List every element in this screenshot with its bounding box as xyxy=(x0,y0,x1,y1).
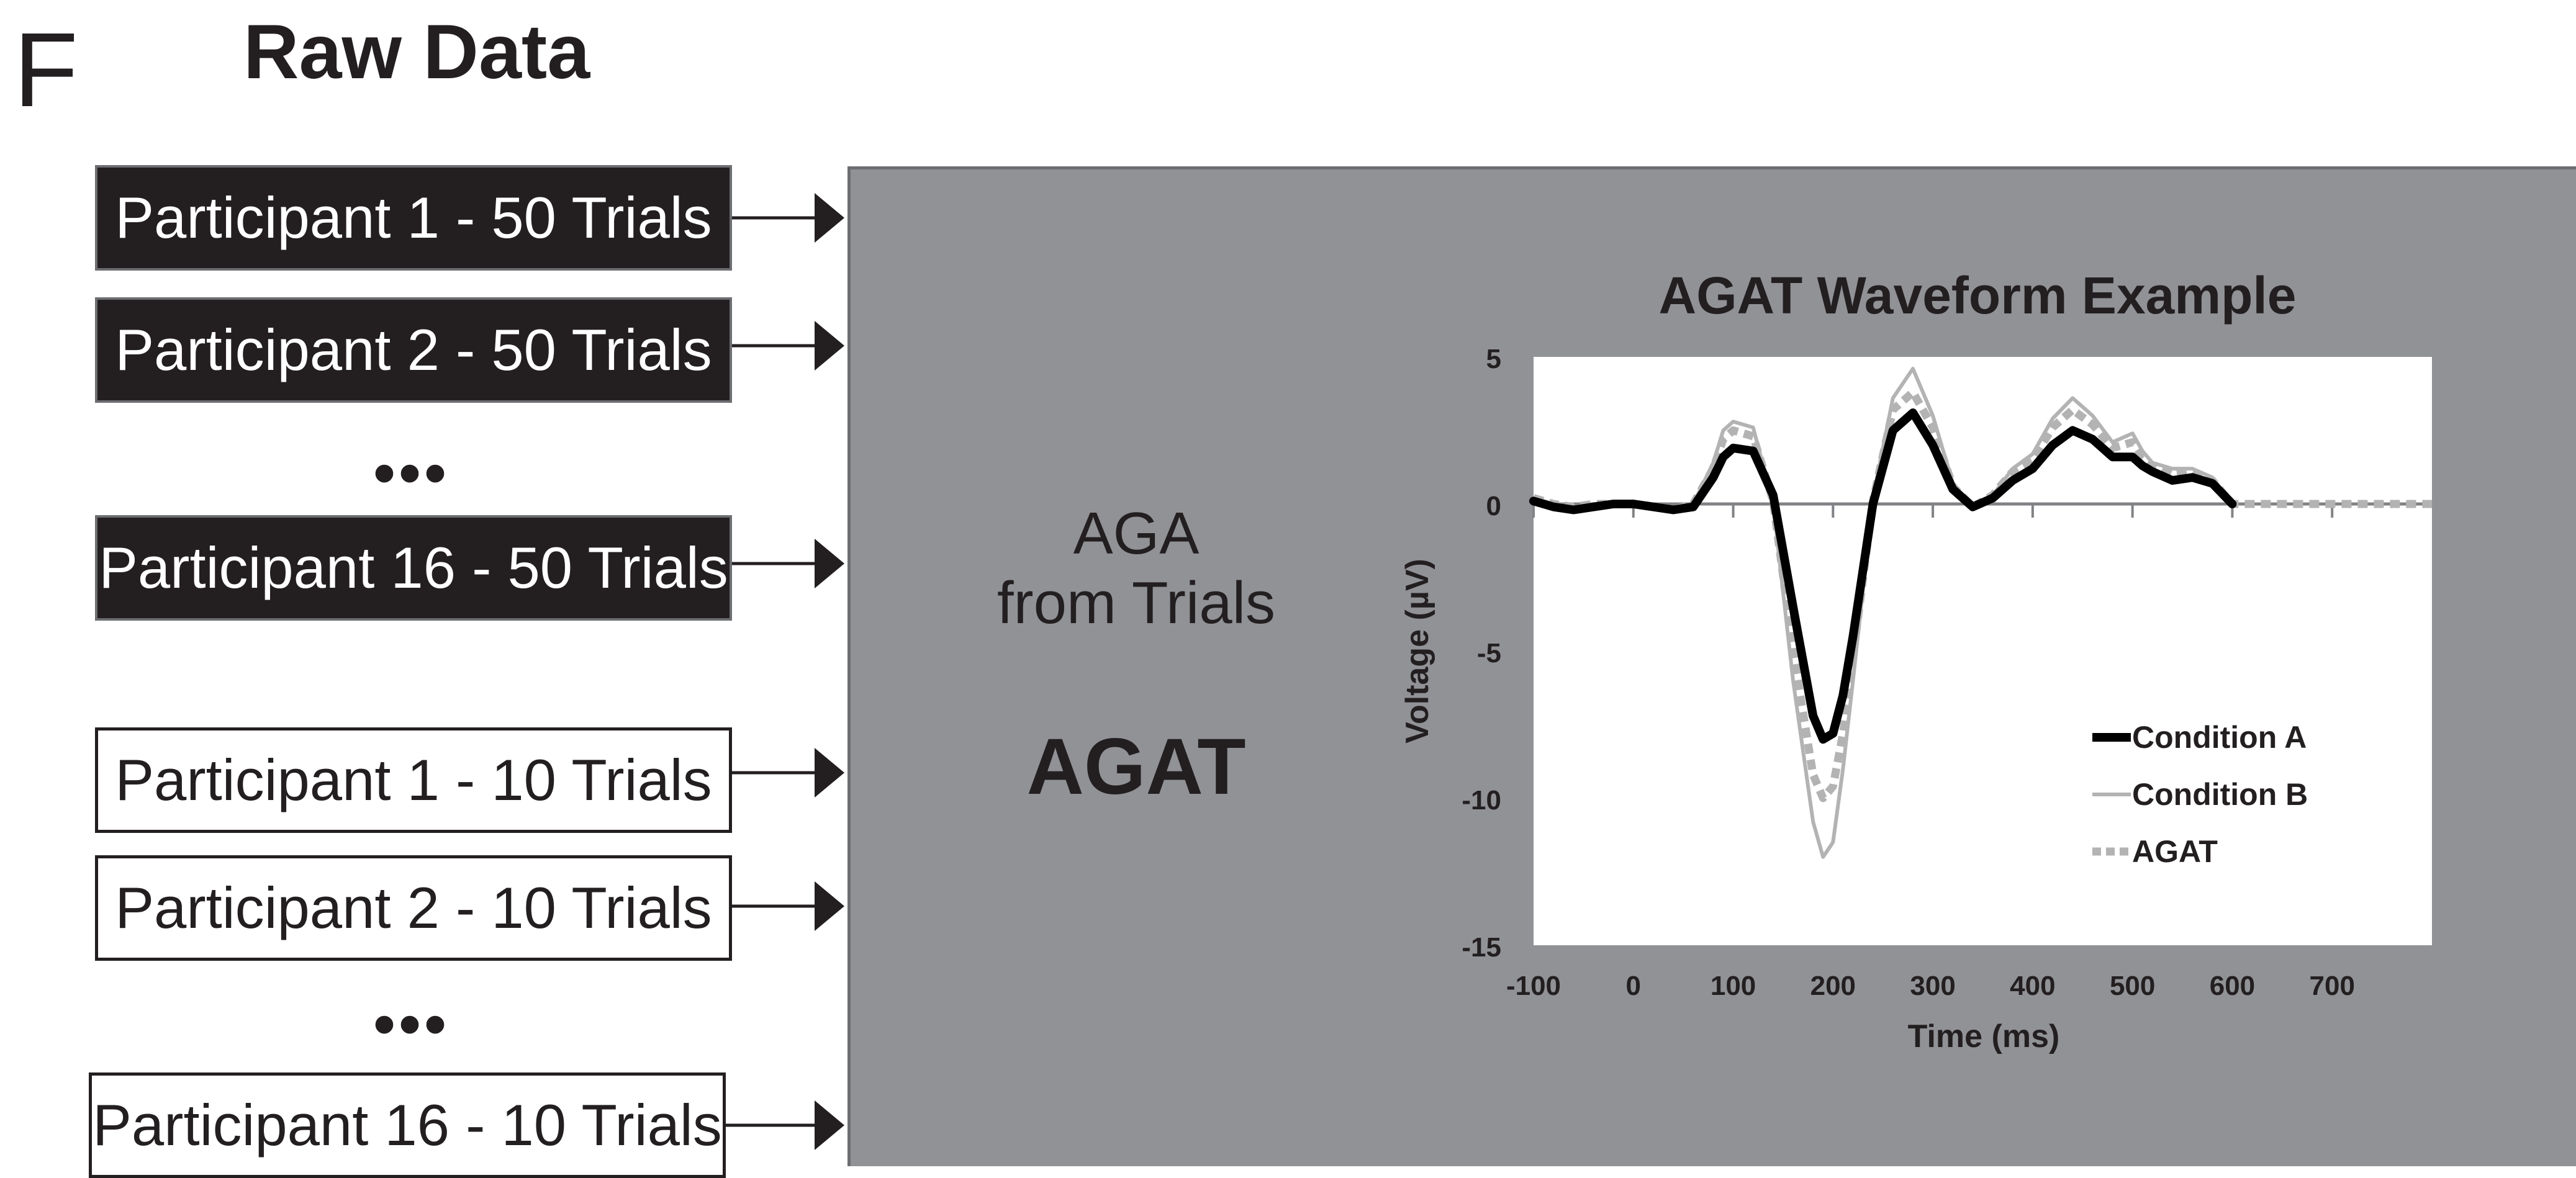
x-tick-label: 600 xyxy=(2210,971,2255,1001)
arrow-head xyxy=(815,321,844,371)
x-tick-label: -100 xyxy=(1506,971,1561,1001)
y-tick-label: 0 xyxy=(1486,491,1501,521)
x-axis-label: Time (ms) xyxy=(1908,1018,2060,1054)
x-tick-label: 400 xyxy=(2010,971,2055,1001)
legend-label: Condition B xyxy=(2132,777,2308,812)
participant-2-10-trials-box: Participant 2 - 10 Trials xyxy=(95,855,732,961)
x-tick-label: 300 xyxy=(1910,971,1955,1001)
ellipsis-10-trials: ••• xyxy=(373,989,450,1059)
x-tick-label: 0 xyxy=(1626,971,1641,1001)
y-axis-label: Voltage (µV) xyxy=(1399,559,1435,744)
x-tick-label: 700 xyxy=(2310,971,2355,1001)
participant-16-50-trials-box: Participant 16 - 50 Trials xyxy=(95,515,732,621)
panel-letter: F xyxy=(14,11,78,129)
participant-2-50-trials-box: Participant 2 - 50 Trials xyxy=(95,297,732,403)
x-tick-label: 500 xyxy=(2110,971,2155,1001)
figure-title: Raw Data xyxy=(243,9,590,95)
agat-label: AGAT xyxy=(1026,722,1246,811)
plot-area xyxy=(1534,357,2432,945)
chart-title: AGAT Waveform Example xyxy=(1659,266,2297,325)
arrow-head xyxy=(815,1100,844,1150)
y-tick-label: 5 xyxy=(1486,344,1501,374)
legend-label: AGAT xyxy=(2132,834,2218,869)
participant-1-10-trials-box: Participant 1 - 10 Trials xyxy=(95,727,732,833)
legend-label: Condition A xyxy=(2132,720,2307,755)
from-trials-label: from Trials xyxy=(997,570,1276,636)
arrow-head xyxy=(815,193,844,243)
arrow-head xyxy=(815,748,844,798)
y-tick-label: -5 xyxy=(1477,638,1501,668)
arrow-head xyxy=(815,881,844,931)
y-tick-label: -15 xyxy=(1462,932,1501,963)
series-line-condition-a xyxy=(1529,408,2237,744)
participant-1-50-trials-box: Participant 1 - 50 Trials xyxy=(95,165,732,271)
x-tick-label: 200 xyxy=(1810,971,1856,1001)
ellipsis-50-trials: ••• xyxy=(373,438,450,508)
y-tick-label: -10 xyxy=(1462,785,1501,816)
arrow-head xyxy=(815,539,844,588)
x-tick-label: 100 xyxy=(1711,971,1756,1001)
aga-label: AGA xyxy=(1073,500,1200,567)
